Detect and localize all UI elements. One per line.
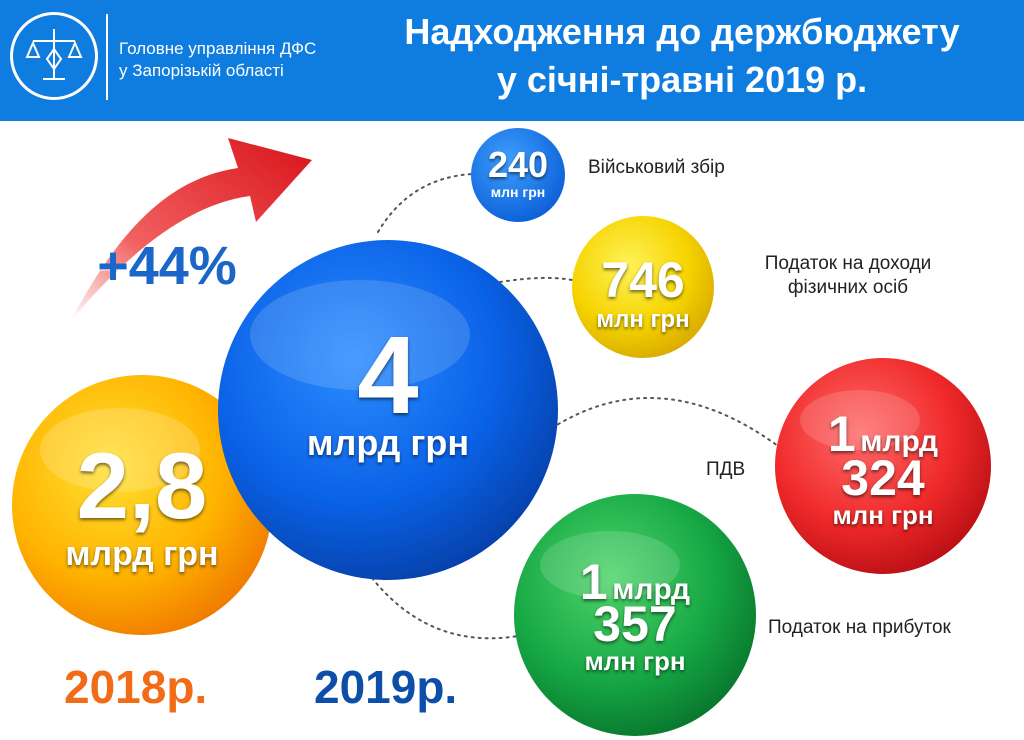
income-tax-label: Податок на доходи фізичних осіб <box>718 252 978 300</box>
military-levy-value: 240 <box>487 144 549 185</box>
bubble-military-levy <box>471 128 565 222</box>
income-tax-unit: млн грн <box>596 306 690 333</box>
organization-name: Головне управління ДФС у Запорізькій обл… <box>119 38 316 82</box>
bubble-personal-income-tax <box>572 216 714 358</box>
title-line-2: у січні-травні 2019 р. <box>496 59 868 100</box>
bubble-corporate-tax <box>514 494 756 736</box>
bubble-2019 <box>218 240 558 580</box>
dfs-logo <box>10 12 98 100</box>
vat-billions-unit: млрд <box>860 425 939 458</box>
year-2019-label: 2019р. <box>314 661 458 713</box>
bubble-vat <box>775 358 991 574</box>
corporate-tax-value-millions: 357 <box>593 596 677 652</box>
title-line-1: Надходження до держбюджету <box>404 11 960 52</box>
header-bar: Головне управління ДФС у Запорізькій обл… <box>0 0 1024 121</box>
total-2019-value: 4 <box>357 314 419 437</box>
dotted-connectors <box>371 173 779 640</box>
corporate-tax-label: Податок на прибуток <box>768 617 951 638</box>
year-2018-label: 2018р. <box>64 661 208 713</box>
bubble-2018 <box>12 375 272 635</box>
page-title: Надходження до держбюджету у січні-травн… <box>352 8 1012 104</box>
growth-arrow-icon <box>70 138 312 322</box>
org-line-1: Головне управління ДФС <box>119 39 317 58</box>
logo-divider <box>106 14 108 100</box>
corporate-tax-billions-unit: млрд <box>612 573 691 606</box>
income-tax-label-line-1: Податок на доходи <box>764 253 932 274</box>
corporate-tax-unit: млн грн <box>584 646 686 676</box>
org-line-2: у Запорізькій області <box>119 61 284 80</box>
income-tax-label-line-2: фізичних осіб <box>787 277 909 298</box>
corporate-tax-value-billions: 1 млрд <box>514 556 756 621</box>
total-2019-unit: млрд грн <box>306 422 470 463</box>
vat-value-millions: 324 <box>841 450 925 506</box>
military-levy-label: Військовий збір <box>588 157 725 178</box>
vat-value-billions: 1 млрд <box>775 408 991 473</box>
growth-percent: +44% <box>97 236 237 296</box>
vat-billions-number: 1 <box>827 406 856 462</box>
total-2018-unit: млрд грн <box>65 535 219 573</box>
vat-unit: млн грн <box>832 500 934 530</box>
total-2018-value: 2,8 <box>76 433 208 538</box>
corporate-tax-billions-number: 1 <box>579 554 608 610</box>
income-tax-value: 746 <box>601 252 685 308</box>
military-levy-unit: млн грн <box>490 184 546 200</box>
vat-label: ПДВ <box>706 459 746 480</box>
